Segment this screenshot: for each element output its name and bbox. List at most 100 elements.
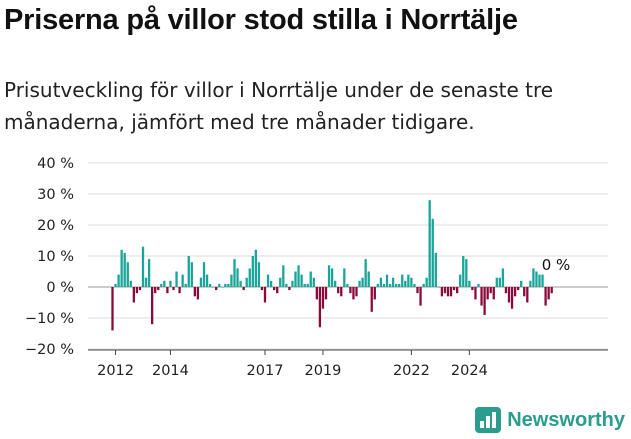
x-tick-label: 2014 bbox=[152, 363, 189, 379]
bar bbox=[120, 249, 123, 287]
bar bbox=[358, 280, 361, 287]
bar bbox=[468, 280, 471, 287]
x-tick-label: 2019 bbox=[304, 363, 341, 379]
bar bbox=[126, 262, 129, 287]
bar bbox=[431, 218, 434, 287]
bar bbox=[547, 287, 550, 300]
bar bbox=[376, 283, 379, 287]
x-tick-label: 2024 bbox=[451, 363, 488, 379]
bar bbox=[379, 277, 383, 287]
y-tick-label: 0 % bbox=[46, 280, 74, 296]
bar bbox=[257, 262, 261, 287]
bar bbox=[419, 287, 422, 306]
bar bbox=[382, 283, 386, 287]
bar bbox=[401, 274, 404, 287]
bar bbox=[456, 287, 459, 294]
bar bbox=[346, 283, 349, 287]
bar bbox=[452, 287, 456, 291]
bar bbox=[181, 274, 184, 287]
bar bbox=[212, 287, 215, 288]
bar bbox=[541, 274, 544, 287]
chart-subtitle: Prisutveckling för villor i Norrtälje un… bbox=[4, 78, 554, 134]
bar bbox=[312, 277, 315, 287]
bar bbox=[196, 287, 200, 300]
bar bbox=[474, 287, 477, 300]
bar bbox=[242, 287, 245, 291]
bar bbox=[175, 271, 178, 287]
bar bbox=[285, 283, 288, 287]
bar bbox=[544, 287, 547, 306]
bar bbox=[321, 287, 325, 309]
bar bbox=[330, 268, 334, 287]
bar bbox=[410, 277, 413, 287]
bar bbox=[178, 287, 181, 294]
bar bbox=[327, 265, 331, 287]
bar bbox=[184, 283, 187, 287]
bar bbox=[151, 287, 154, 325]
bar bbox=[355, 287, 358, 297]
bar bbox=[254, 249, 257, 287]
bar bbox=[513, 287, 517, 297]
bar bbox=[388, 283, 392, 287]
bar bbox=[291, 280, 294, 287]
bar bbox=[236, 268, 239, 287]
bar bbox=[532, 268, 535, 287]
bar bbox=[260, 287, 264, 291]
bar bbox=[395, 283, 398, 287]
bar bbox=[129, 280, 132, 287]
bar bbox=[465, 259, 468, 287]
bar bbox=[266, 274, 270, 287]
bar bbox=[132, 287, 135, 303]
bar bbox=[373, 287, 376, 300]
bar bbox=[404, 280, 407, 287]
bar bbox=[535, 271, 538, 287]
bar bbox=[459, 274, 462, 287]
bar bbox=[230, 274, 233, 287]
bar bbox=[169, 280, 172, 287]
bar bbox=[300, 274, 303, 287]
bar bbox=[367, 271, 370, 287]
newsworthy-logo-icon bbox=[475, 407, 502, 433]
x-tick-label: 2022 bbox=[393, 363, 430, 379]
bar bbox=[202, 262, 206, 287]
bar bbox=[199, 277, 203, 287]
bar bbox=[141, 246, 145, 287]
bar bbox=[147, 259, 151, 287]
bar bbox=[510, 287, 514, 309]
bar bbox=[282, 265, 285, 287]
bar bbox=[273, 287, 276, 291]
x-tick-label: 2012 bbox=[97, 363, 134, 379]
bar bbox=[480, 287, 483, 306]
bar bbox=[477, 283, 480, 287]
bar bbox=[324, 287, 328, 300]
x-axis: 2012 2014 2017 2019 2022 2024 bbox=[88, 349, 608, 379]
bar bbox=[279, 277, 282, 287]
bar bbox=[501, 268, 505, 287]
bar bbox=[413, 283, 416, 287]
y-grid bbox=[88, 162, 608, 350]
bar bbox=[385, 274, 389, 287]
bar bbox=[160, 283, 163, 287]
bar bbox=[245, 277, 248, 287]
bar bbox=[489, 287, 492, 294]
bar bbox=[297, 265, 300, 287]
bar bbox=[135, 287, 139, 294]
bar bbox=[154, 287, 157, 294]
bar bbox=[221, 287, 224, 288]
annotations: 0 % bbox=[542, 256, 571, 274]
bar bbox=[138, 287, 142, 291]
bar bbox=[172, 287, 175, 291]
bar bbox=[187, 256, 190, 287]
brand-logo: Newsworthy bbox=[475, 407, 625, 433]
bar bbox=[422, 283, 425, 287]
bar bbox=[205, 274, 209, 287]
bar bbox=[251, 256, 254, 287]
bar bbox=[440, 287, 444, 297]
bar bbox=[276, 287, 279, 294]
bar bbox=[361, 277, 364, 287]
bar bbox=[215, 287, 218, 291]
last-value-label: 0 % bbox=[542, 256, 571, 274]
bar bbox=[163, 280, 166, 287]
bar bbox=[306, 283, 309, 287]
y-tick-label: −20 % bbox=[25, 342, 74, 358]
